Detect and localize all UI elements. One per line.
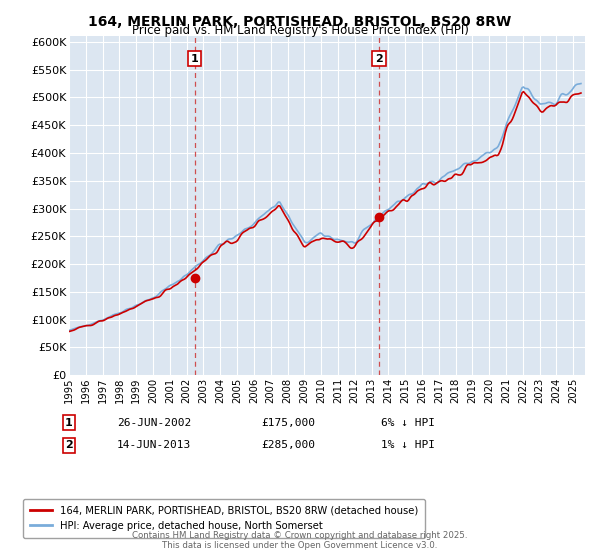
Text: Price paid vs. HM Land Registry's House Price Index (HPI): Price paid vs. HM Land Registry's House … <box>131 24 469 37</box>
Text: 2: 2 <box>375 54 383 64</box>
Text: £285,000: £285,000 <box>261 440 315 450</box>
Legend: 164, MERLIN PARK, PORTISHEAD, BRISTOL, BS20 8RW (detached house), HPI: Average p: 164, MERLIN PARK, PORTISHEAD, BRISTOL, B… <box>23 499 425 538</box>
Text: 2: 2 <box>65 440 73 450</box>
Text: 1: 1 <box>191 54 199 64</box>
Text: 6% ↓ HPI: 6% ↓ HPI <box>381 418 435 428</box>
Text: 1: 1 <box>65 418 73 428</box>
Text: Contains HM Land Registry data © Crown copyright and database right 2025.
This d: Contains HM Land Registry data © Crown c… <box>132 530 468 550</box>
Text: £175,000: £175,000 <box>261 418 315 428</box>
Text: 1% ↓ HPI: 1% ↓ HPI <box>381 440 435 450</box>
Text: 14-JUN-2013: 14-JUN-2013 <box>117 440 191 450</box>
Text: 26-JUN-2002: 26-JUN-2002 <box>117 418 191 428</box>
Text: 164, MERLIN PARK, PORTISHEAD, BRISTOL, BS20 8RW: 164, MERLIN PARK, PORTISHEAD, BRISTOL, B… <box>88 15 512 29</box>
